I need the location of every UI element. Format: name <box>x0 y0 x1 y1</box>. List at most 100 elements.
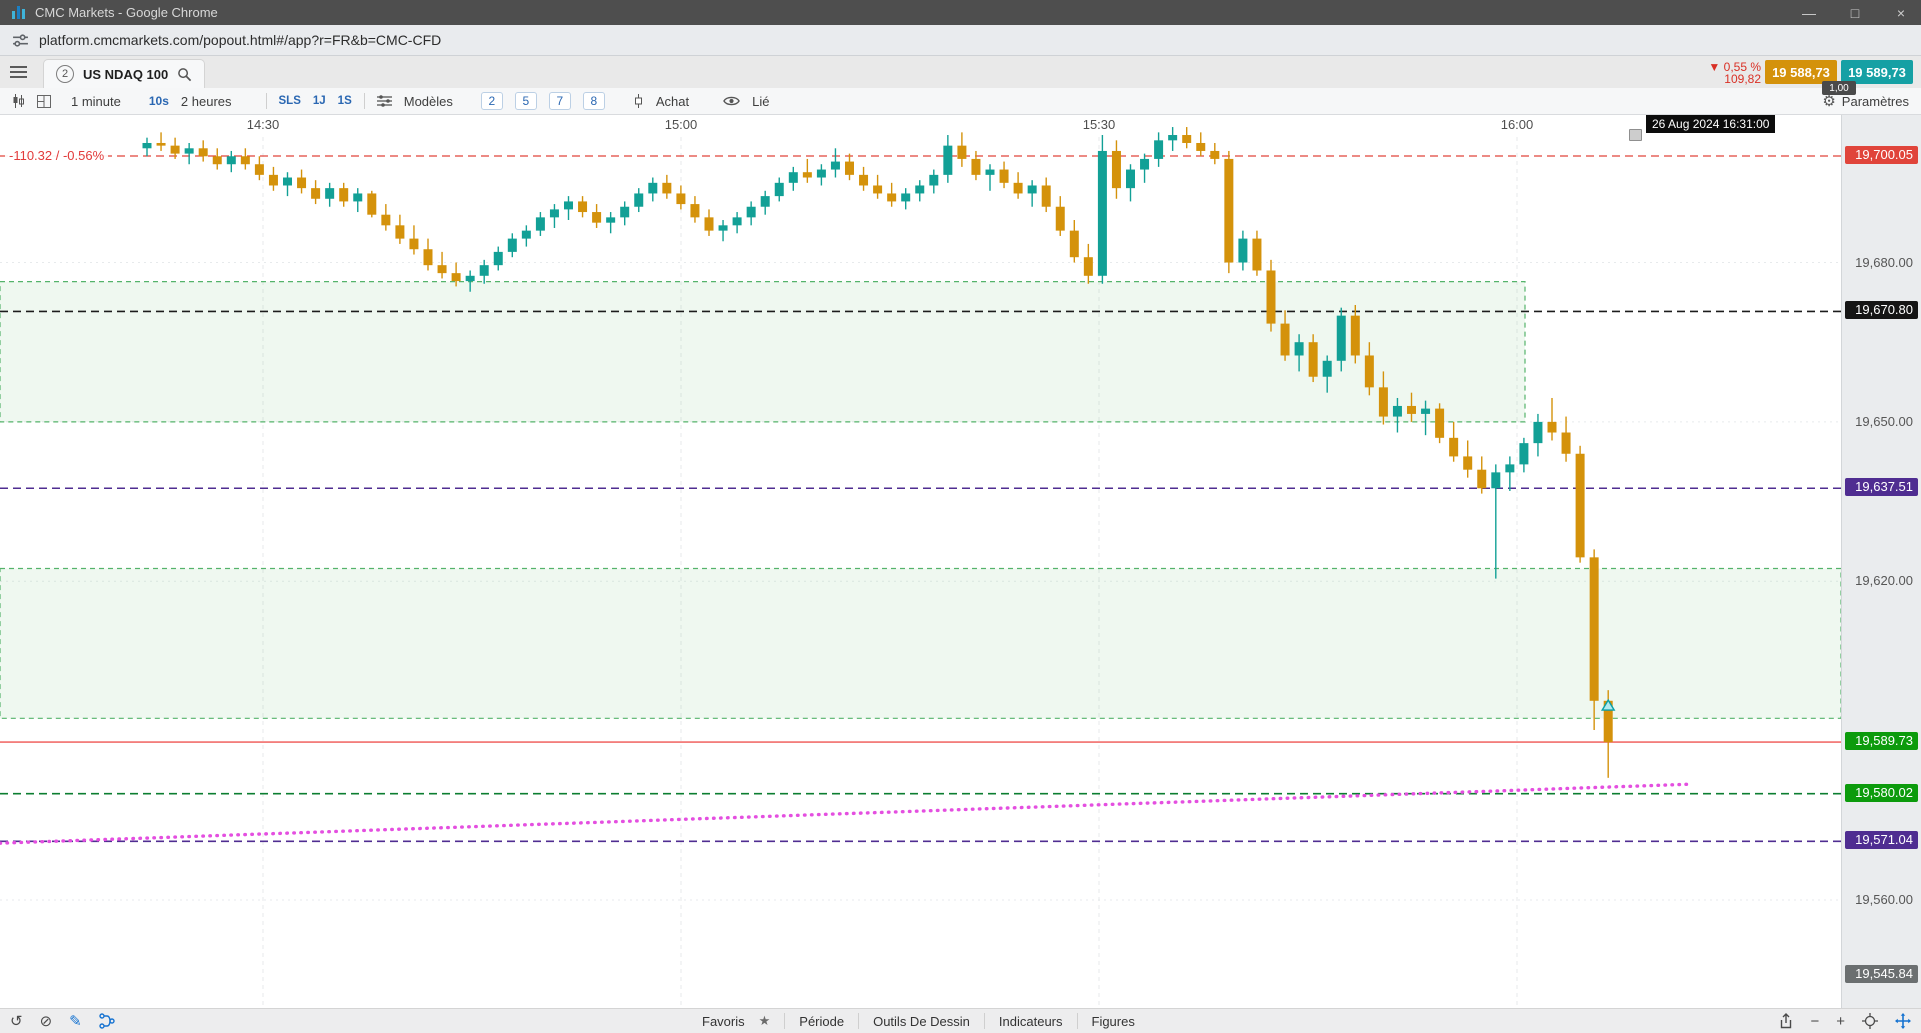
candle <box>634 193 644 207</box>
candle <box>1097 150 1107 276</box>
maximize-button[interactable]: □ <box>1850 4 1860 21</box>
candle <box>240 156 250 165</box>
window-titlebar[interactable]: CMC Markets - Google Chrome — □ × <box>0 0 1921 25</box>
candle <box>564 201 573 210</box>
achat-button[interactable]: Achat <box>655 93 690 109</box>
trendline[interactable] <box>0 782 1692 845</box>
outils-de-dessin-button[interactable]: Outils De Dessin <box>873 1013 970 1029</box>
modeles-icon[interactable] <box>376 95 392 107</box>
candle <box>1027 185 1037 194</box>
candle <box>873 185 883 194</box>
separator <box>784 1013 786 1029</box>
candle <box>1421 408 1431 414</box>
sell-price-button[interactable]: 19 588,73 <box>1765 60 1837 84</box>
modeles-button[interactable]: Modèles <box>403 93 453 109</box>
candle <box>1168 135 1178 141</box>
separator <box>1076 1013 1078 1029</box>
chart-area[interactable]: 14:30 15:00 15:30 16:00 26 Aug 2024 16:31:0… <box>0 115 1921 1008</box>
period-button-1s[interactable]: 1S <box>337 95 352 107</box>
price-axis[interactable]: 19,700.05 19,680.00 19,670.80 19,650.00 19,6… <box>1841 115 1921 1008</box>
candle <box>620 206 630 218</box>
candle <box>1210 150 1220 159</box>
zoom-in-icon[interactable]: + <box>1836 1012 1845 1030</box>
price-axis-label: 19,650.00 <box>1855 413 1913 429</box>
candle <box>1547 421 1557 433</box>
candle <box>704 217 714 231</box>
candle <box>774 182 784 197</box>
candle <box>592 212 602 223</box>
parametres-button[interactable]: Paramètres <box>1841 93 1909 109</box>
layout-icon[interactable] <box>37 94 51 108</box>
candle <box>1589 557 1599 701</box>
candle <box>437 265 447 274</box>
buy-price-button[interactable]: 19 589,73 <box>1841 60 1913 84</box>
price-header: ▼ 0,55 % 109,82 19 588,73 19 589,73 1,00 <box>1675 60 1913 95</box>
pencil-icon[interactable]: ✎ <box>69 1012 82 1030</box>
instrument-tab[interactable]: 2 US NDAQ 100 <box>43 59 206 88</box>
prohibit-icon[interactable]: ⊘ <box>39 1012 53 1030</box>
candle <box>1575 453 1585 558</box>
favoris-button[interactable]: Favoris <box>702 1013 745 1029</box>
price-axis-label: 19,571.04 <box>1845 831 1918 850</box>
candle <box>1196 142 1206 151</box>
candle <box>1505 464 1515 473</box>
price-axis-label: 19,670.80 <box>1845 301 1918 320</box>
range-select[interactable]: 2 heures <box>180 93 232 109</box>
supply-demand-zone <box>0 567 1841 719</box>
periode-button[interactable]: Période <box>799 1013 845 1029</box>
lie-button[interactable]: Lié <box>752 93 770 109</box>
instrument-name: US NDAQ 100 <box>83 66 169 82</box>
timestamp-label: 26 Aug 2024 16:31:00 <box>1646 115 1776 133</box>
period-button-1j[interactable]: 1J <box>312 95 326 107</box>
indicateurs-button[interactable]: Indicateurs <box>998 1013 1063 1029</box>
candle <box>1140 158 1150 170</box>
candle <box>859 174 869 186</box>
menu-icon[interactable] <box>10 66 27 78</box>
minimize-button[interactable]: — <box>1802 4 1816 21</box>
preset-button-7[interactable]: 7 <box>548 92 571 110</box>
preset-button-8[interactable]: 8 <box>582 92 605 110</box>
candle <box>1491 472 1501 489</box>
price-axis-label: 19,560.00 <box>1855 892 1913 907</box>
star-icon[interactable]: ★ <box>758 1013 771 1028</box>
close-button[interactable]: × <box>1896 4 1906 21</box>
branch-icon[interactable] <box>99 1013 115 1029</box>
candle <box>1083 257 1093 276</box>
move-icon[interactable] <box>1895 1013 1911 1029</box>
candle <box>1238 238 1248 263</box>
time-axis-label: 14:30 <box>246 117 280 132</box>
candle <box>1435 408 1445 438</box>
candle <box>493 251 503 266</box>
preset-button-5[interactable]: 5 <box>514 92 537 110</box>
figures-button[interactable]: Figures <box>1091 1013 1135 1029</box>
candle <box>1561 432 1571 454</box>
zoom-out-icon[interactable]: − <box>1810 1012 1820 1030</box>
achat-icon <box>634 94 642 108</box>
interval-select[interactable]: 1 minute <box>71 93 121 109</box>
quick-interval-10s[interactable]: 10s <box>148 94 169 108</box>
undo-icon[interactable]: ↺ <box>10 1012 23 1030</box>
site-settings-icon[interactable] <box>12 33 29 48</box>
url-bar[interactable]: platform.cmcmarkets.com/popout.html#/app… <box>0 25 1921 56</box>
change-points: 109,82 <box>1724 72 1761 86</box>
candle <box>170 145 180 154</box>
url-text[interactable]: platform.cmcmarkets.com/popout.html#/app… <box>39 32 442 48</box>
period-button-sls[interactable]: SLS <box>278 95 301 107</box>
search-icon[interactable] <box>177 67 192 82</box>
preset-button-2[interactable]: 2 <box>480 92 503 110</box>
candle <box>1308 342 1318 377</box>
candle <box>1392 405 1402 417</box>
crosshair-icon[interactable] <box>1862 1013 1878 1029</box>
chart-type-icon[interactable] <box>12 94 25 108</box>
candle <box>479 265 489 276</box>
candle <box>1055 206 1065 231</box>
separator <box>265 93 267 109</box>
candlestick-chart[interactable] <box>0 115 1841 1008</box>
gear-icon: ⚙ <box>1822 92 1836 110</box>
candle <box>985 169 995 175</box>
candle <box>339 188 349 202</box>
candle <box>268 174 278 186</box>
candle <box>830 161 840 170</box>
share-icon[interactable] <box>1779 1013 1793 1029</box>
clock-marker-icon <box>1629 129 1642 141</box>
